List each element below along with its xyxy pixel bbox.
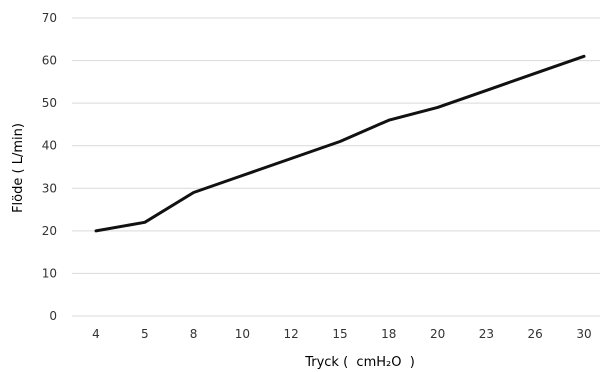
series-lines xyxy=(94,54,586,233)
x-tick-label: 23 xyxy=(479,327,494,341)
y-tick-labels: 0 10 20 30 40 50 60 70 xyxy=(42,11,57,323)
y-tick-label: 50 xyxy=(42,96,57,110)
x-tick-label: 15 xyxy=(332,327,347,341)
y-axis-title: Flöde ( L/min) xyxy=(11,123,26,213)
y-tick-label: 10 xyxy=(42,266,57,280)
series-line-0 xyxy=(94,54,586,233)
y-tick-label: 0 xyxy=(49,309,57,323)
x-axis-title: Tryck ( cmH₂O ) xyxy=(304,355,415,370)
gridlines xyxy=(72,17,600,317)
x-tick-label: 30 xyxy=(576,327,591,341)
x-tick-label: 20 xyxy=(430,327,445,341)
y-tick-label: 30 xyxy=(42,181,57,195)
x-tick-label: 18 xyxy=(381,327,396,341)
x-tick-label: 4 xyxy=(92,327,100,341)
x-tick-label: 8 xyxy=(190,327,198,341)
x-tick-label: 10 xyxy=(235,327,250,341)
x-tick-labels: 4 5 8 10 12 15 18 20 23 26 30 xyxy=(92,327,591,341)
y-tick-label: 40 xyxy=(42,139,57,153)
x-tick-label: 26 xyxy=(528,327,543,341)
y-tick-label: 20 xyxy=(42,224,57,238)
y-tick-label: 70 xyxy=(42,11,57,25)
x-tick-label: 12 xyxy=(284,327,299,341)
y-tick-label: 60 xyxy=(42,54,57,68)
x-tick-label: 5 xyxy=(141,327,149,341)
